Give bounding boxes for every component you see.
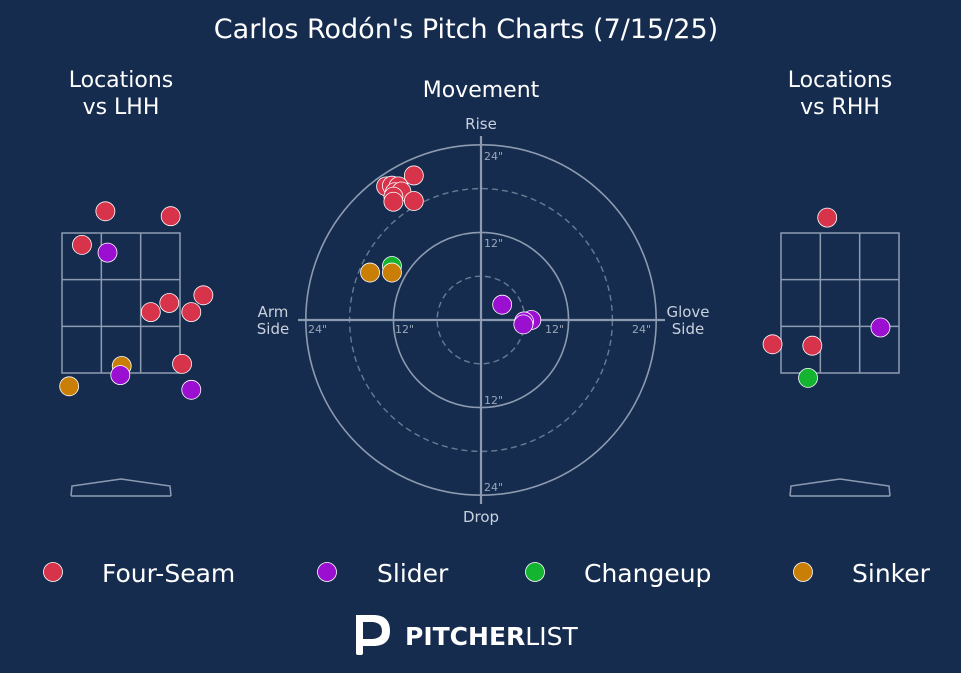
figure-title: Carlos Rodón's Pitch Charts (7/15/25): [214, 14, 718, 45]
pitch-point-sinker: [59, 376, 80, 397]
legend-label: Sinker: [852, 559, 931, 588]
legend-label: Four-Seam: [102, 559, 235, 588]
pitch-point-four-seam: [193, 285, 214, 306]
locations-vs-rhh-panel: Locations vs RHH: [762, 68, 900, 497]
movement-title: Movement: [423, 78, 540, 103]
legend-marker: [525, 562, 545, 582]
pitch-point-four-seam: [72, 234, 92, 255]
strike-zone-border: [780, 232, 900, 374]
legend: Four-Seam Slider Changeup Sinker: [43, 559, 931, 588]
ring-label: 12": [484, 394, 503, 407]
legend-marker: [43, 562, 63, 582]
axis-label-arm-side: Arm Side: [257, 303, 289, 338]
ring-label: 24": [632, 323, 651, 336]
pitch-point-changeup: [798, 367, 818, 388]
locations-vs-lhh-panel: Locations vs LHH: [59, 68, 214, 497]
legend-label: Changeup: [584, 559, 711, 588]
home-plate: [789, 478, 891, 497]
home-plate: [70, 478, 172, 497]
ring-label: 24": [484, 150, 503, 163]
rhh-strike-zone: [780, 232, 900, 374]
pitch-point-slider: [870, 317, 891, 338]
movement-panel: Movement 24" 12" 12" 24" 24" 12" 12" 24" Rise Drop…: [257, 78, 710, 526]
ring-label: 24": [484, 481, 503, 494]
pitch-point-slider: [110, 365, 131, 386]
movement-point-slider: [492, 294, 513, 315]
pitch-point-slider: [97, 242, 118, 263]
legend-marker: [317, 562, 337, 582]
pitch-point-four-seam: [762, 334, 783, 355]
legend-marker: [793, 562, 813, 582]
movement-point-four-seam: [403, 191, 424, 211]
lhh-title: Locations vs LHH: [69, 68, 174, 120]
legend-item-four-seam: Four-Seam: [43, 559, 235, 588]
ring-label: 12": [545, 323, 564, 336]
pitch-point-four-seam: [817, 207, 838, 228]
pitch-point-four-seam: [140, 302, 161, 323]
pitch-point-four-seam: [95, 201, 116, 222]
axis-label-glove-side: Glove Side: [666, 303, 709, 338]
ring-label: 24": [308, 323, 327, 336]
legend-item-sinker: Sinker: [793, 559, 931, 588]
movement-point-four-seam: [383, 191, 404, 212]
ring-label: 12": [484, 237, 503, 250]
pitch-point-slider: [181, 379, 202, 400]
pitch-point-four-seam: [160, 206, 181, 227]
ring-label: 12": [395, 323, 414, 336]
legend-item-changeup: Changeup: [525, 559, 711, 588]
pitcherlist-p-icon: [356, 615, 390, 655]
pitch-point-four-seam: [159, 293, 180, 313]
rhh-title: Locations vs RHH: [788, 68, 893, 120]
logo-wordmark: PITCHERLIST: [405, 622, 578, 651]
legend-label: Slider: [377, 559, 449, 588]
axis-label-rise: Rise: [465, 115, 497, 133]
pitch-point-four-seam: [802, 335, 823, 356]
movement-point-four-seam: [403, 165, 424, 186]
movement-point-sinker: [360, 262, 380, 283]
movement-point-slider: [513, 314, 534, 335]
axis-label-drop: Drop: [463, 508, 499, 526]
movement-point-sinker: [382, 262, 402, 283]
legend-item-slider: Slider: [317, 559, 449, 588]
pitch-point-four-seam: [172, 353, 192, 374]
pitch-point-four-seam: [181, 302, 202, 323]
pitcherlist-logo: PITCHERLIST: [356, 615, 578, 655]
